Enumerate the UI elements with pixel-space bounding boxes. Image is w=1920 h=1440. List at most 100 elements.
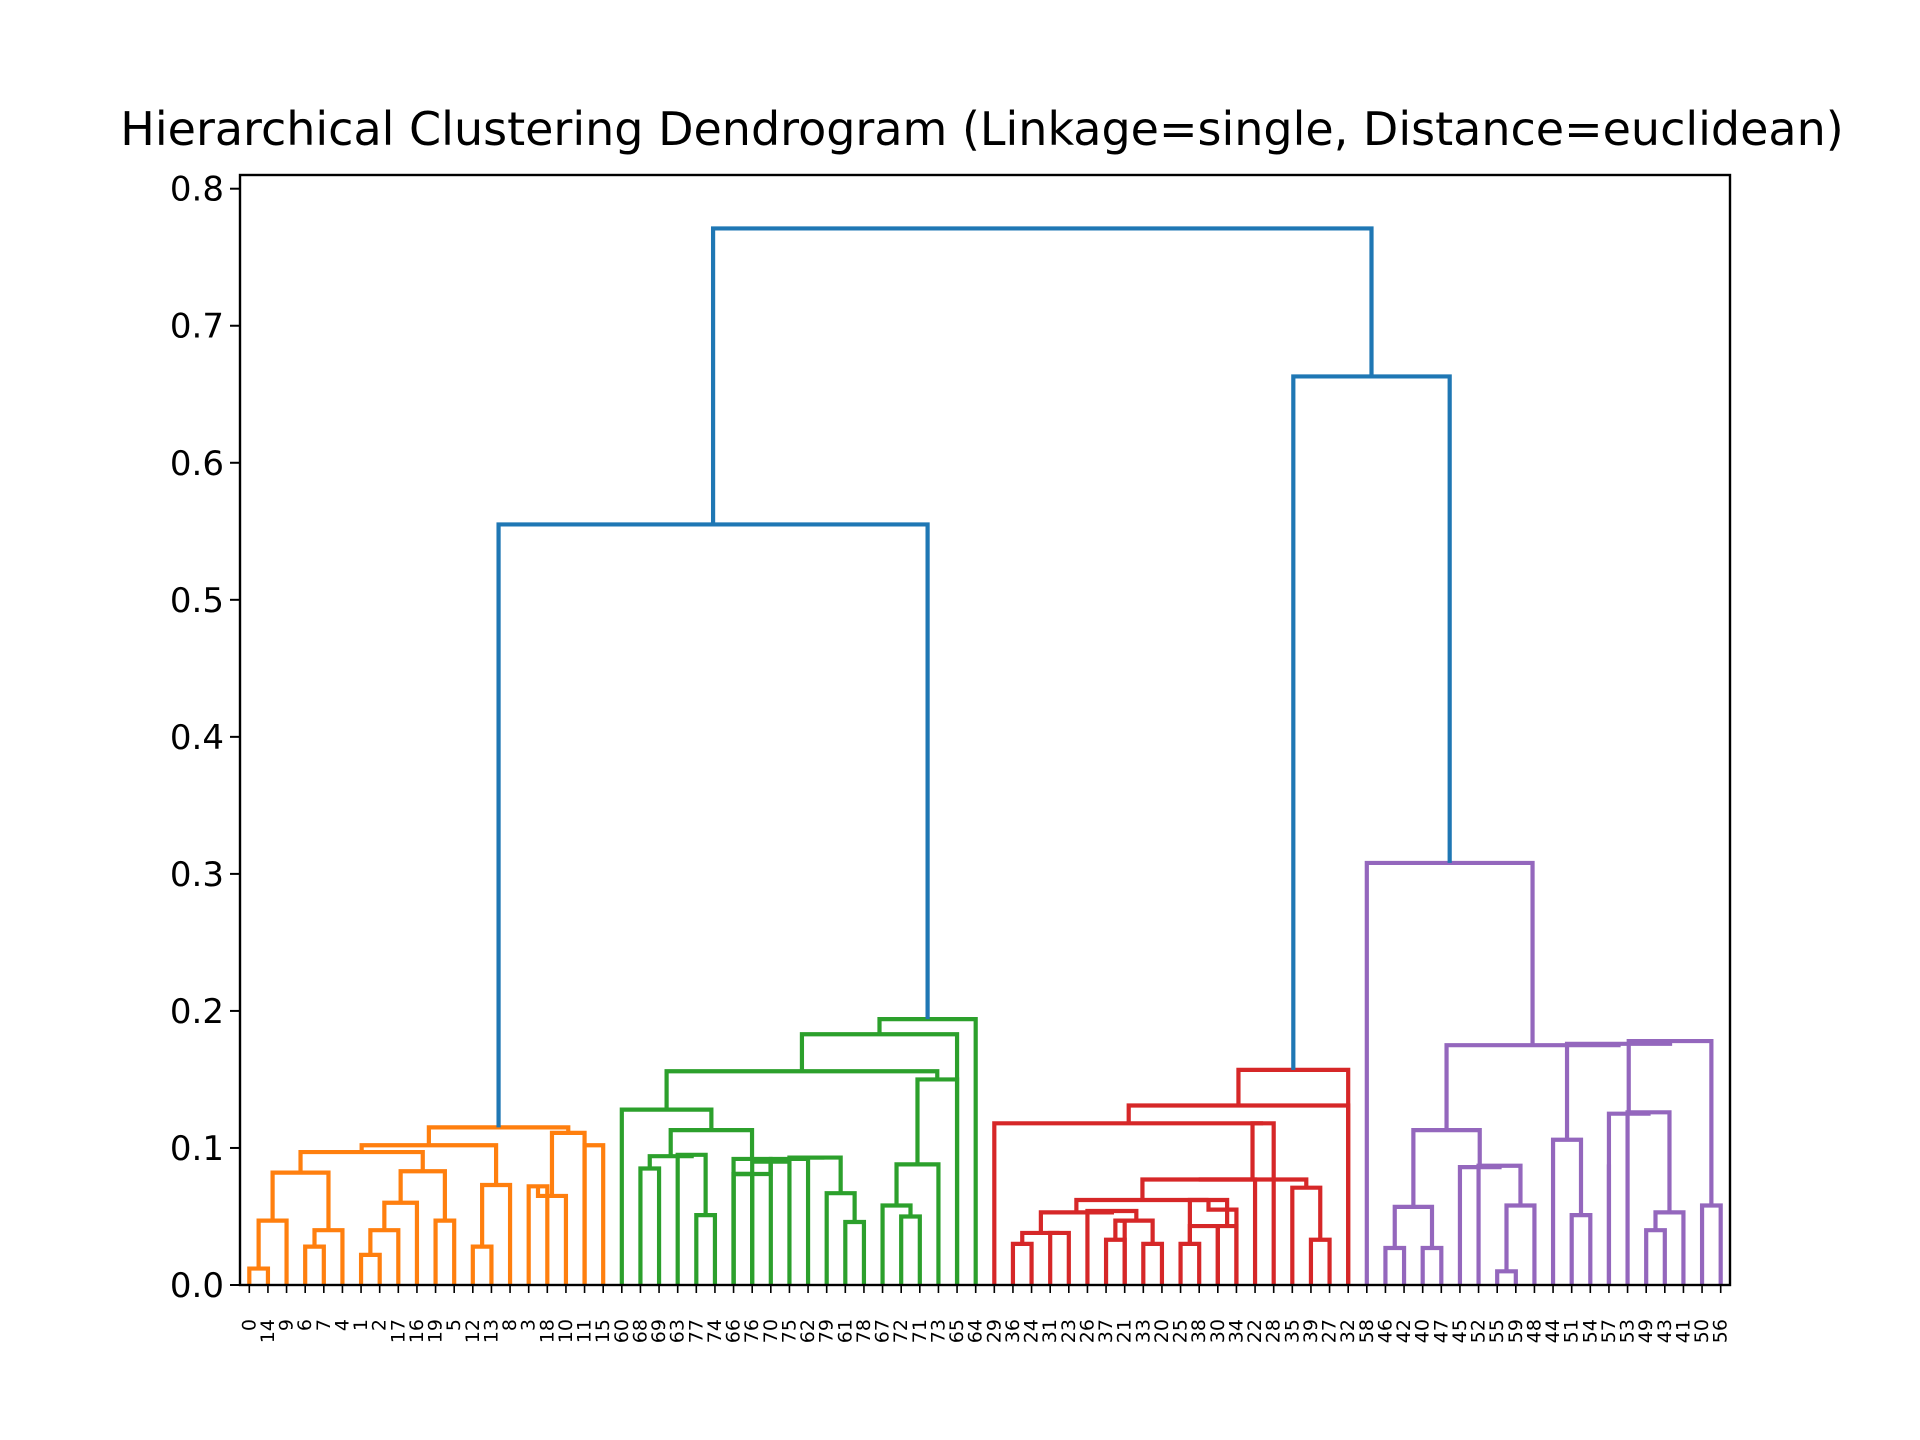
leaf-label: 62: [797, 1319, 819, 1343]
dendrogram-link: [1411, 1128, 1482, 1207]
leaf-label: 69: [648, 1319, 670, 1343]
leaf-label: 72: [890, 1319, 912, 1343]
y-tick-label: 0.0: [170, 1266, 224, 1306]
leaf-label: 57: [1598, 1319, 1620, 1343]
leaf-label: 67: [872, 1319, 894, 1343]
dendrogram-link: [382, 1200, 420, 1285]
y-tick-label: 0.7: [170, 307, 224, 347]
leaf-label: 33: [1132, 1319, 1154, 1343]
dendrogram-link: [992, 1121, 1264, 1285]
x-axis: 0149674121716195121383181011156068696377…: [238, 1285, 1732, 1343]
leaf-label: 50: [1691, 1319, 1713, 1343]
leaf-label: 46: [1374, 1319, 1396, 1343]
dendrogram-link: [1215, 1223, 1239, 1285]
dendrogram-link: [843, 1219, 867, 1285]
dendrogram-link: [899, 1214, 922, 1285]
dendrogram-link: [496, 522, 930, 1128]
dendrogram-link: [1495, 1269, 1518, 1285]
dendrogram-link: [1564, 1041, 1673, 1140]
leaf-label: 66: [723, 1319, 745, 1343]
dendrogram-link: [1290, 1185, 1323, 1285]
dendrogram-link: [1569, 1213, 1593, 1285]
leaf-label: 60: [611, 1319, 633, 1343]
dendrogram-link: [1120, 1218, 1155, 1244]
leaf-label: 26: [1076, 1319, 1098, 1343]
dendrogram-link: [675, 1152, 708, 1285]
leaf-label: 76: [741, 1319, 763, 1343]
dendrogram-link: [1020, 1230, 1060, 1244]
dendrogram-link: [1476, 1163, 1523, 1285]
dendrogram-link: [731, 1171, 753, 1285]
dendrogram-link: [270, 1170, 331, 1231]
dendrogram-link: [1206, 1200, 1239, 1285]
leaf-label: 63: [667, 1319, 689, 1343]
dendrogram-link: [694, 1213, 718, 1285]
dendrogram-link: [1198, 1177, 1309, 1188]
leaf-label: 19: [425, 1319, 447, 1343]
leaf-label: 71: [909, 1319, 931, 1343]
dendrogram-link: [526, 1184, 550, 1285]
dendrogram-link: [358, 1252, 382, 1285]
leaf-label: 18: [536, 1319, 558, 1343]
dendrogram-link: [1140, 1177, 1258, 1285]
dendrogram-link: [877, 1017, 978, 1285]
leaf-label: 51: [1561, 1319, 1583, 1343]
dendrogram-link: [1048, 1230, 1071, 1285]
leaf-label: 48: [1523, 1319, 1545, 1343]
dendrogram-link: [880, 1203, 913, 1285]
dendrogram-link: [1141, 1241, 1165, 1285]
leaf-label: 70: [760, 1319, 782, 1343]
leaf-label: 61: [834, 1319, 856, 1343]
dendrogram-link: [1420, 1245, 1444, 1285]
leaf-label: 3: [518, 1319, 540, 1331]
leaf-label: 58: [1356, 1319, 1378, 1343]
dendrogram-link: [1250, 1121, 1276, 1285]
leaf-label: 29: [983, 1319, 1005, 1343]
leaf-label: 68: [629, 1319, 651, 1343]
leaf-label: 55: [1486, 1319, 1508, 1343]
dendrogram-link: [256, 1218, 289, 1285]
dendrogram-link: [731, 1156, 773, 1285]
leaf-label: 14: [257, 1319, 279, 1343]
leaf-label: 37: [1095, 1319, 1117, 1343]
leaf-label: 59: [1505, 1319, 1527, 1343]
leaf-label: 0: [238, 1319, 260, 1331]
leaf-label: 52: [1468, 1319, 1490, 1343]
leaf-label: 28: [1263, 1319, 1285, 1343]
dendrogram-link: [1653, 1210, 1686, 1285]
y-tick-label: 0.1: [170, 1129, 224, 1169]
y-tick-label: 0.5: [170, 581, 224, 621]
dendrogram-link: [368, 1228, 401, 1285]
dendrogram-link: [398, 1169, 447, 1221]
dendrogram-link: [894, 1162, 941, 1285]
leaf-label: 9: [276, 1319, 298, 1331]
dendrogram-link: [247, 1266, 271, 1285]
y-tick-label: 0.8: [170, 170, 224, 210]
leaf-label: 25: [1170, 1319, 1192, 1343]
dendrogram-link: [731, 1171, 755, 1285]
dendrogram-link: [805, 1155, 843, 1285]
leaf-label: 74: [704, 1319, 726, 1343]
y-tick-label: 0.6: [170, 444, 224, 484]
dendrogram-link: [549, 1130, 587, 1285]
dendrogram-link: [480, 1182, 513, 1285]
leaf-label: 12: [462, 1319, 484, 1343]
dendrogram-link: [1291, 374, 1452, 1070]
leaf-label: 7: [313, 1319, 335, 1331]
dendrogram-link: [1308, 1237, 1332, 1285]
leaf-label: 39: [1300, 1319, 1322, 1343]
dendrogram-link: [1457, 1165, 1502, 1285]
dendrogram-link: [664, 1069, 940, 1110]
leaf-label: 35: [1281, 1319, 1303, 1343]
dendrogram-link: [638, 1166, 662, 1285]
dendrogram-link: [1550, 1137, 1584, 1285]
leaf-label: 31: [1039, 1319, 1061, 1343]
leaf-label: 45: [1449, 1319, 1471, 1343]
dendrogram-link: [1038, 1210, 1114, 1233]
dendrogram-link: [710, 226, 1374, 525]
leaf-label: 23: [1058, 1319, 1080, 1343]
dendrogram-link: [303, 1244, 326, 1285]
dendrogram-link: [470, 1244, 494, 1285]
leaf-label: 64: [965, 1319, 987, 1343]
